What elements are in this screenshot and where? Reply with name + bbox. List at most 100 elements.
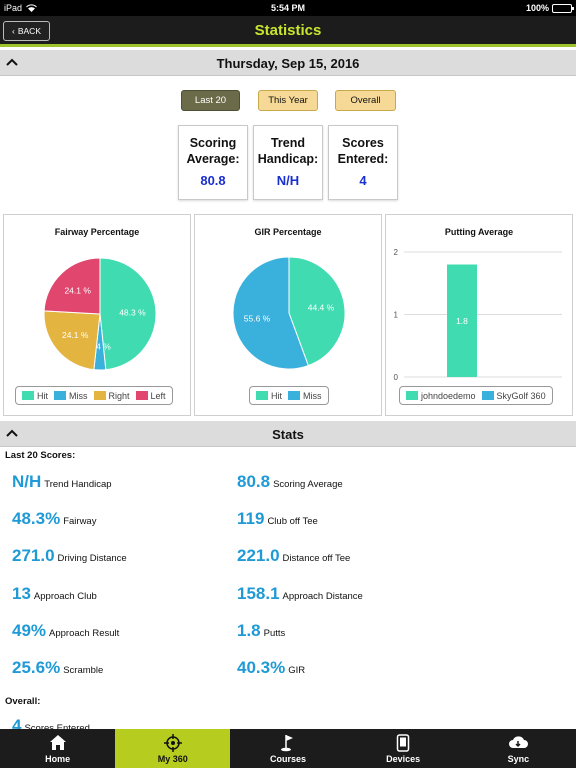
- tab-devices[interactable]: Devices: [346, 729, 461, 768]
- pie-slice-miss[interactable]: [232, 256, 309, 370]
- stat-scramble: 25.6% Scramble: [12, 658, 103, 678]
- crosshair-icon: [115, 734, 230, 752]
- data-label-miss: 3.4 %: [89, 341, 111, 351]
- summary-value: 80.8: [200, 173, 226, 188]
- stat-label: Driving Distance: [57, 553, 127, 564]
- tab-courses[interactable]: Courses: [230, 729, 345, 768]
- status-time: 5:54 PM: [270, 3, 305, 13]
- tab-bar: Home My 360 Courses Devices Sync: [0, 729, 576, 768]
- summary-scoring-average: Scoring Average: 80.8: [178, 125, 248, 200]
- data-label-left: 24.1 %: [64, 285, 91, 295]
- stat-value: 40.3%: [237, 658, 286, 677]
- tab-home[interactable]: Home: [0, 729, 115, 768]
- tab-label: Courses: [269, 754, 306, 764]
- legend-label: Hit: [37, 390, 48, 401]
- stat-value: 25.6%: [12, 658, 61, 677]
- stat-value: 271.0: [12, 546, 55, 565]
- filter-last-20-button[interactable]: Last 20: [181, 90, 240, 111]
- bar-johndoedemo[interactable]: [447, 264, 477, 378]
- tab-label: Devices: [386, 754, 421, 764]
- legend-swatch: [93, 391, 106, 400]
- battery-icon: [552, 3, 574, 13]
- wifi-icon: [26, 4, 37, 12]
- legend-item-miss[interactable]: Miss: [54, 391, 88, 401]
- stat-label: Trend Handicap: [44, 479, 112, 490]
- data-label-hit: 48.3 %: [119, 307, 146, 317]
- gir-chart-card: GIR Percentage 44.4 % 55.6 % Hit Miss: [194, 214, 382, 416]
- stat-label: GIR: [288, 665, 306, 676]
- putting-bar-chart: 0 1 2 1.8: [394, 248, 562, 382]
- stat-label: Scores Entered: [24, 723, 89, 734]
- stat-label: Fairway: [63, 516, 97, 527]
- y-tick-label: 1: [394, 311, 399, 320]
- tab-label: My 360: [157, 754, 188, 764]
- summary-label: Trend Handicap:: [254, 135, 322, 167]
- stat-club-off-tee: 119 Club off Tee: [237, 509, 318, 529]
- stat-value: 80.8: [237, 472, 271, 491]
- tab-my-360[interactable]: My 360: [115, 729, 231, 768]
- stats-header[interactable]: Stats: [0, 421, 576, 447]
- legend-item-skygolf-360[interactable]: SkyGolf 360: [481, 390, 546, 401]
- legend-label: Miss: [69, 390, 88, 401]
- tab-sync[interactable]: Sync: [461, 729, 576, 768]
- stat-scoring-average: 80.8 Scoring Average: [237, 472, 343, 492]
- pie-slice-hit[interactable]: [288, 256, 346, 367]
- stats-title: Stats: [272, 427, 304, 442]
- filter-overall-button[interactable]: Overall: [335, 90, 396, 111]
- stat-value: 221.0: [237, 546, 280, 565]
- chevron-left-icon: ‹: [12, 26, 15, 36]
- legend-item-right[interactable]: Right: [93, 390, 130, 401]
- golf-flag-icon: [230, 734, 345, 752]
- summary-value: N/H: [276, 173, 300, 188]
- legend-item-left[interactable]: Left: [135, 391, 166, 401]
- fairway-chart-card: Fairway Percentage 48.3 % 3.4 % 24.1 % 24.1…: [3, 214, 191, 416]
- legend-swatch: [288, 391, 300, 400]
- legend-item-hit[interactable]: Hit: [256, 391, 282, 401]
- legend-item-johndoedemo[interactable]: johndoedemo: [406, 391, 476, 401]
- legend-swatch: [54, 391, 66, 400]
- stat-label: Approach Club: [33, 591, 97, 602]
- summary-label-line1: Trend: [270, 136, 306, 150]
- legend-item-hit[interactable]: Hit: [22, 391, 48, 401]
- filter-this-year-button[interactable]: This Year: [258, 90, 318, 111]
- pie-slice-left[interactable]: [43, 257, 101, 315]
- last-20-heading: Last 20 Scores:: [5, 450, 76, 461]
- battery-percent: 100%: [525, 3, 549, 13]
- page-title: Statistics: [254, 22, 322, 39]
- legend-swatch: [22, 391, 34, 400]
- status-right: 100%: [525, 3, 574, 13]
- data-label: 1.8: [456, 316, 468, 326]
- status-left: iPad: [4, 3, 37, 13]
- stat-value: 48.3%: [12, 509, 61, 528]
- legend-item-miss[interactable]: Miss: [288, 391, 322, 401]
- back-button[interactable]: ‹ BACK: [3, 21, 50, 41]
- stat-gir: 40.3% GIR: [237, 658, 305, 678]
- date-header[interactable]: Thursday, Sep 15, 2016: [0, 50, 576, 76]
- stat-label: Scoring Average: [273, 479, 343, 490]
- chart-title: Putting Average: [444, 227, 514, 237]
- putting-chart-card: Putting Average 0 1 2 1.8 johndoedemo SkyGol…: [385, 214, 573, 416]
- stat-approach-result: 49% Approach Result: [12, 621, 119, 641]
- summary-scores-entered: Scores Entered: 4: [328, 125, 398, 200]
- legend-swatch: [256, 391, 268, 400]
- date-title: Thursday, Sep 15, 2016: [216, 56, 360, 71]
- legend-label: Right: [108, 390, 130, 401]
- chart-title: GIR Percentage: [254, 227, 322, 237]
- putting-legend: johndoedemo SkyGolf 360: [399, 386, 553, 405]
- fairway-legend: Hit Miss Right Left: [15, 386, 173, 405]
- stat-value: 119: [237, 509, 265, 528]
- stat-label: Approach Distance: [282, 591, 363, 602]
- pie-slice-right[interactable]: [43, 310, 101, 371]
- data-label-hit: 44.4 %: [308, 302, 335, 312]
- home-icon: [0, 734, 115, 752]
- stat-label: Approach Result: [49, 628, 120, 639]
- legend-label: SkyGolf 360: [496, 390, 546, 401]
- summary-label: Scoring Average:: [179, 135, 247, 167]
- stat-fairway: 48.3% Fairway: [12, 509, 96, 529]
- data-label-right: 24.1 %: [62, 330, 89, 340]
- y-tick-label: 0: [394, 373, 399, 382]
- pie-slice-hit[interactable]: [99, 257, 157, 371]
- summary-label-line2: Entered:: [337, 152, 389, 166]
- stat-distance-off-tee: 221.0 Distance off Tee: [237, 546, 350, 566]
